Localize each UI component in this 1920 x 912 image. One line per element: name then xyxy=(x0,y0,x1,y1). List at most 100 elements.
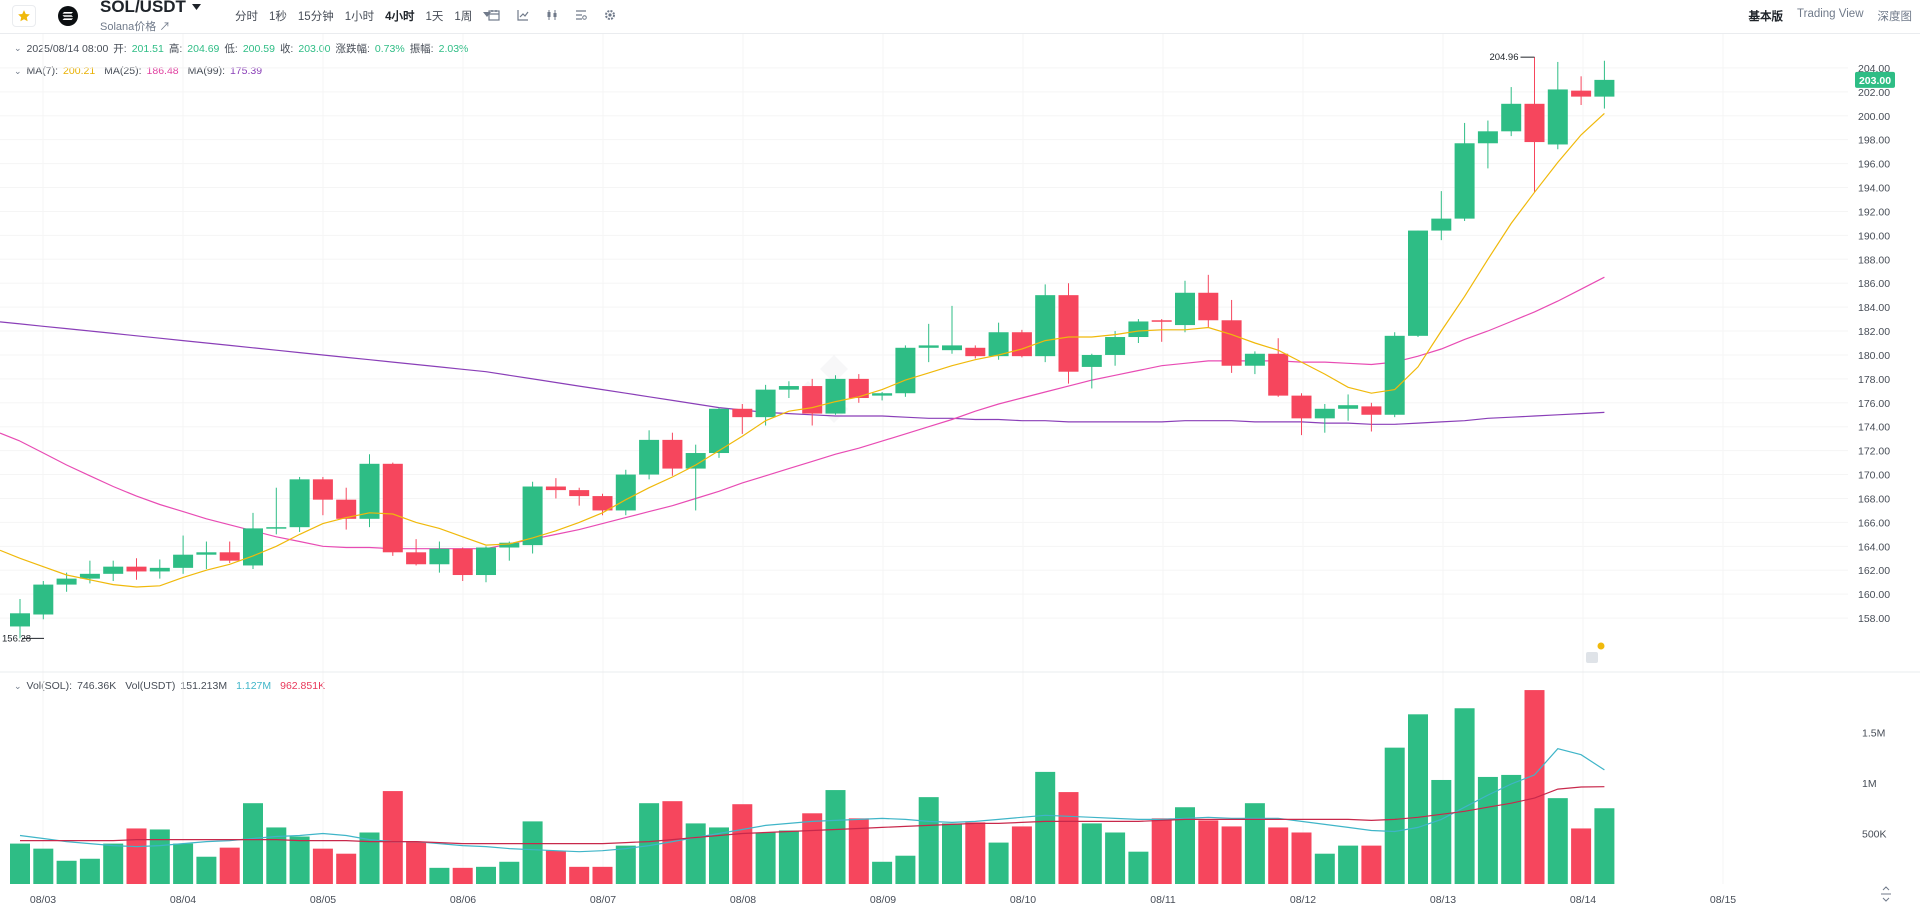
interval-tab-1s[interactable]: 1秒 xyxy=(269,11,287,23)
price-tick-label: 166.00 xyxy=(1858,517,1890,529)
ma25-line xyxy=(0,276,1605,550)
interval-tab-15m[interactable]: 15分钟 xyxy=(297,11,334,23)
collapse-chevron-icon[interactable]: ⌄ xyxy=(14,43,22,53)
candle-body xyxy=(662,439,683,469)
candle-body xyxy=(266,527,287,529)
volume-bar xyxy=(149,829,170,884)
time-tick-label: 08/09 xyxy=(870,894,896,906)
candle-body xyxy=(1431,218,1452,231)
price-tick-label: 182.00 xyxy=(1858,326,1890,338)
candle-body xyxy=(476,547,496,576)
price-markers: 203.00 204.96 156.28 xyxy=(2,52,1895,644)
time-tick-label: 08/13 xyxy=(1430,894,1456,906)
price-tick-label: 192.00 xyxy=(1858,206,1890,218)
candle-body xyxy=(1477,131,1498,144)
volume-bar xyxy=(1338,845,1359,884)
candle-body xyxy=(942,345,962,351)
volume-bar xyxy=(685,823,706,884)
price-tick-label: 184.00 xyxy=(1858,302,1890,314)
price-chart[interactable]: 158.00 160.00 162.00 164.00 166.00 168.00 170.… xyxy=(0,34,1920,910)
volume-bar xyxy=(1594,808,1615,884)
volume-bar xyxy=(1244,803,1265,884)
solana-logo xyxy=(58,6,78,26)
time-axis[interactable]: 08/03 08/04 08/05 08/06 08/07 08/08 08/09 08/10… xyxy=(30,894,1736,906)
volume-bar xyxy=(592,866,613,884)
settings-button[interactable] xyxy=(603,8,617,22)
candle-body xyxy=(1221,320,1242,366)
volume-bar xyxy=(1011,826,1032,884)
volume-bar xyxy=(173,843,194,884)
price-tick-label: 194.00 xyxy=(1858,183,1890,195)
volume-bar xyxy=(406,841,427,884)
volume-bar xyxy=(848,818,869,884)
ohlc-legend: ⌄ 2025/08/14 08:00 开: 201.51 高: 204.69 低: 2… xyxy=(14,41,468,56)
price-scale[interactable]: 158.00 160.00 162.00 164.00 166.00 168.00 170.… xyxy=(1858,63,1890,625)
pair-selector[interactable]: SOL/USDT xyxy=(100,0,201,17)
tab-basic[interactable]: 基本版 xyxy=(1748,11,1784,23)
chart-type-button[interactable] xyxy=(545,8,559,22)
pair-subtitle-link[interactable]: Solana价格 ↗ xyxy=(100,18,170,34)
pair-name: SOL/USDT xyxy=(100,0,186,16)
open-value: 201.51 xyxy=(131,42,164,55)
volume-bar xyxy=(1571,828,1592,884)
candle-body xyxy=(802,386,823,414)
candle-body xyxy=(1128,321,1149,338)
volume-bar xyxy=(103,843,124,884)
volume-bar xyxy=(56,860,77,884)
change-label: 涨跌幅: xyxy=(335,43,370,55)
collapse-chevron-icon[interactable]: ⌄ xyxy=(14,65,22,76)
volume-bar xyxy=(942,823,962,884)
favorite-star-button[interactable] xyxy=(12,5,36,27)
candle-body xyxy=(1501,103,1522,132)
price-tick-label: 158.00 xyxy=(1858,613,1890,625)
collapse-chevron-icon[interactable]: ⌄ xyxy=(14,680,22,691)
interval-tab-1d[interactable]: 1天 xyxy=(425,11,444,23)
change-value: 0.73% xyxy=(374,42,405,55)
volume-bar xyxy=(522,821,543,884)
tab-depth[interactable]: 深度图 xyxy=(1877,11,1913,23)
candle-body xyxy=(709,408,729,454)
candle-body xyxy=(1011,332,1032,357)
chart-tools xyxy=(487,8,617,22)
price-tick-label: 176.00 xyxy=(1858,398,1890,410)
volume-bar xyxy=(732,804,753,884)
volume-bar xyxy=(1198,820,1219,884)
candle-body xyxy=(1058,295,1079,372)
notification-dot xyxy=(1597,642,1605,650)
high-label: 高: xyxy=(168,43,183,55)
price-tick-label: 196.00 xyxy=(1858,159,1890,171)
indicator-tool-button[interactable] xyxy=(516,8,530,22)
interval-tab-1w[interactable]: 1周 xyxy=(454,11,473,23)
interval-tab-timeline[interactable]: 分时 xyxy=(235,11,258,23)
volume-scale[interactable]: 500K 1M 1.5M xyxy=(1862,728,1887,841)
volume-bar xyxy=(1105,832,1126,884)
candle-body xyxy=(522,486,543,546)
time-tick-label: 08/11 xyxy=(1150,894,1176,906)
candle-body xyxy=(732,408,753,418)
volume-bar xyxy=(196,856,217,884)
high-marker-label: 204.96 xyxy=(1489,52,1518,63)
candle-body xyxy=(1314,408,1335,419)
volume-bar xyxy=(126,828,147,884)
volume-bar xyxy=(499,861,520,884)
layout-tool-button[interactable] xyxy=(574,8,588,22)
interval-tab-1h[interactable]: 1小时 xyxy=(344,11,375,23)
candlestick-series xyxy=(10,57,1615,639)
candle-body xyxy=(1524,103,1545,143)
volume-bar xyxy=(10,843,30,884)
time-axis-settings-button[interactable] xyxy=(1881,886,1891,902)
notification-widget[interactable] xyxy=(1586,642,1605,664)
price-tick-label: 170.00 xyxy=(1858,470,1890,482)
calendar-tool-button[interactable] xyxy=(487,8,501,22)
volume-bar xyxy=(1547,798,1568,884)
list-settings-icon xyxy=(576,10,587,20)
volume-bar xyxy=(1314,853,1335,884)
volume-bar xyxy=(1408,714,1428,884)
tab-trading-view[interactable]: Trading View xyxy=(1797,8,1864,20)
ma25-polyline xyxy=(19,276,1605,550)
volume-bar xyxy=(243,803,263,884)
vol-sol-value: 746.36K xyxy=(77,680,117,692)
volume-bar xyxy=(1128,851,1149,884)
interval-tab-4h[interactable]: 4小时 xyxy=(385,11,415,23)
candle-body xyxy=(1291,395,1312,419)
